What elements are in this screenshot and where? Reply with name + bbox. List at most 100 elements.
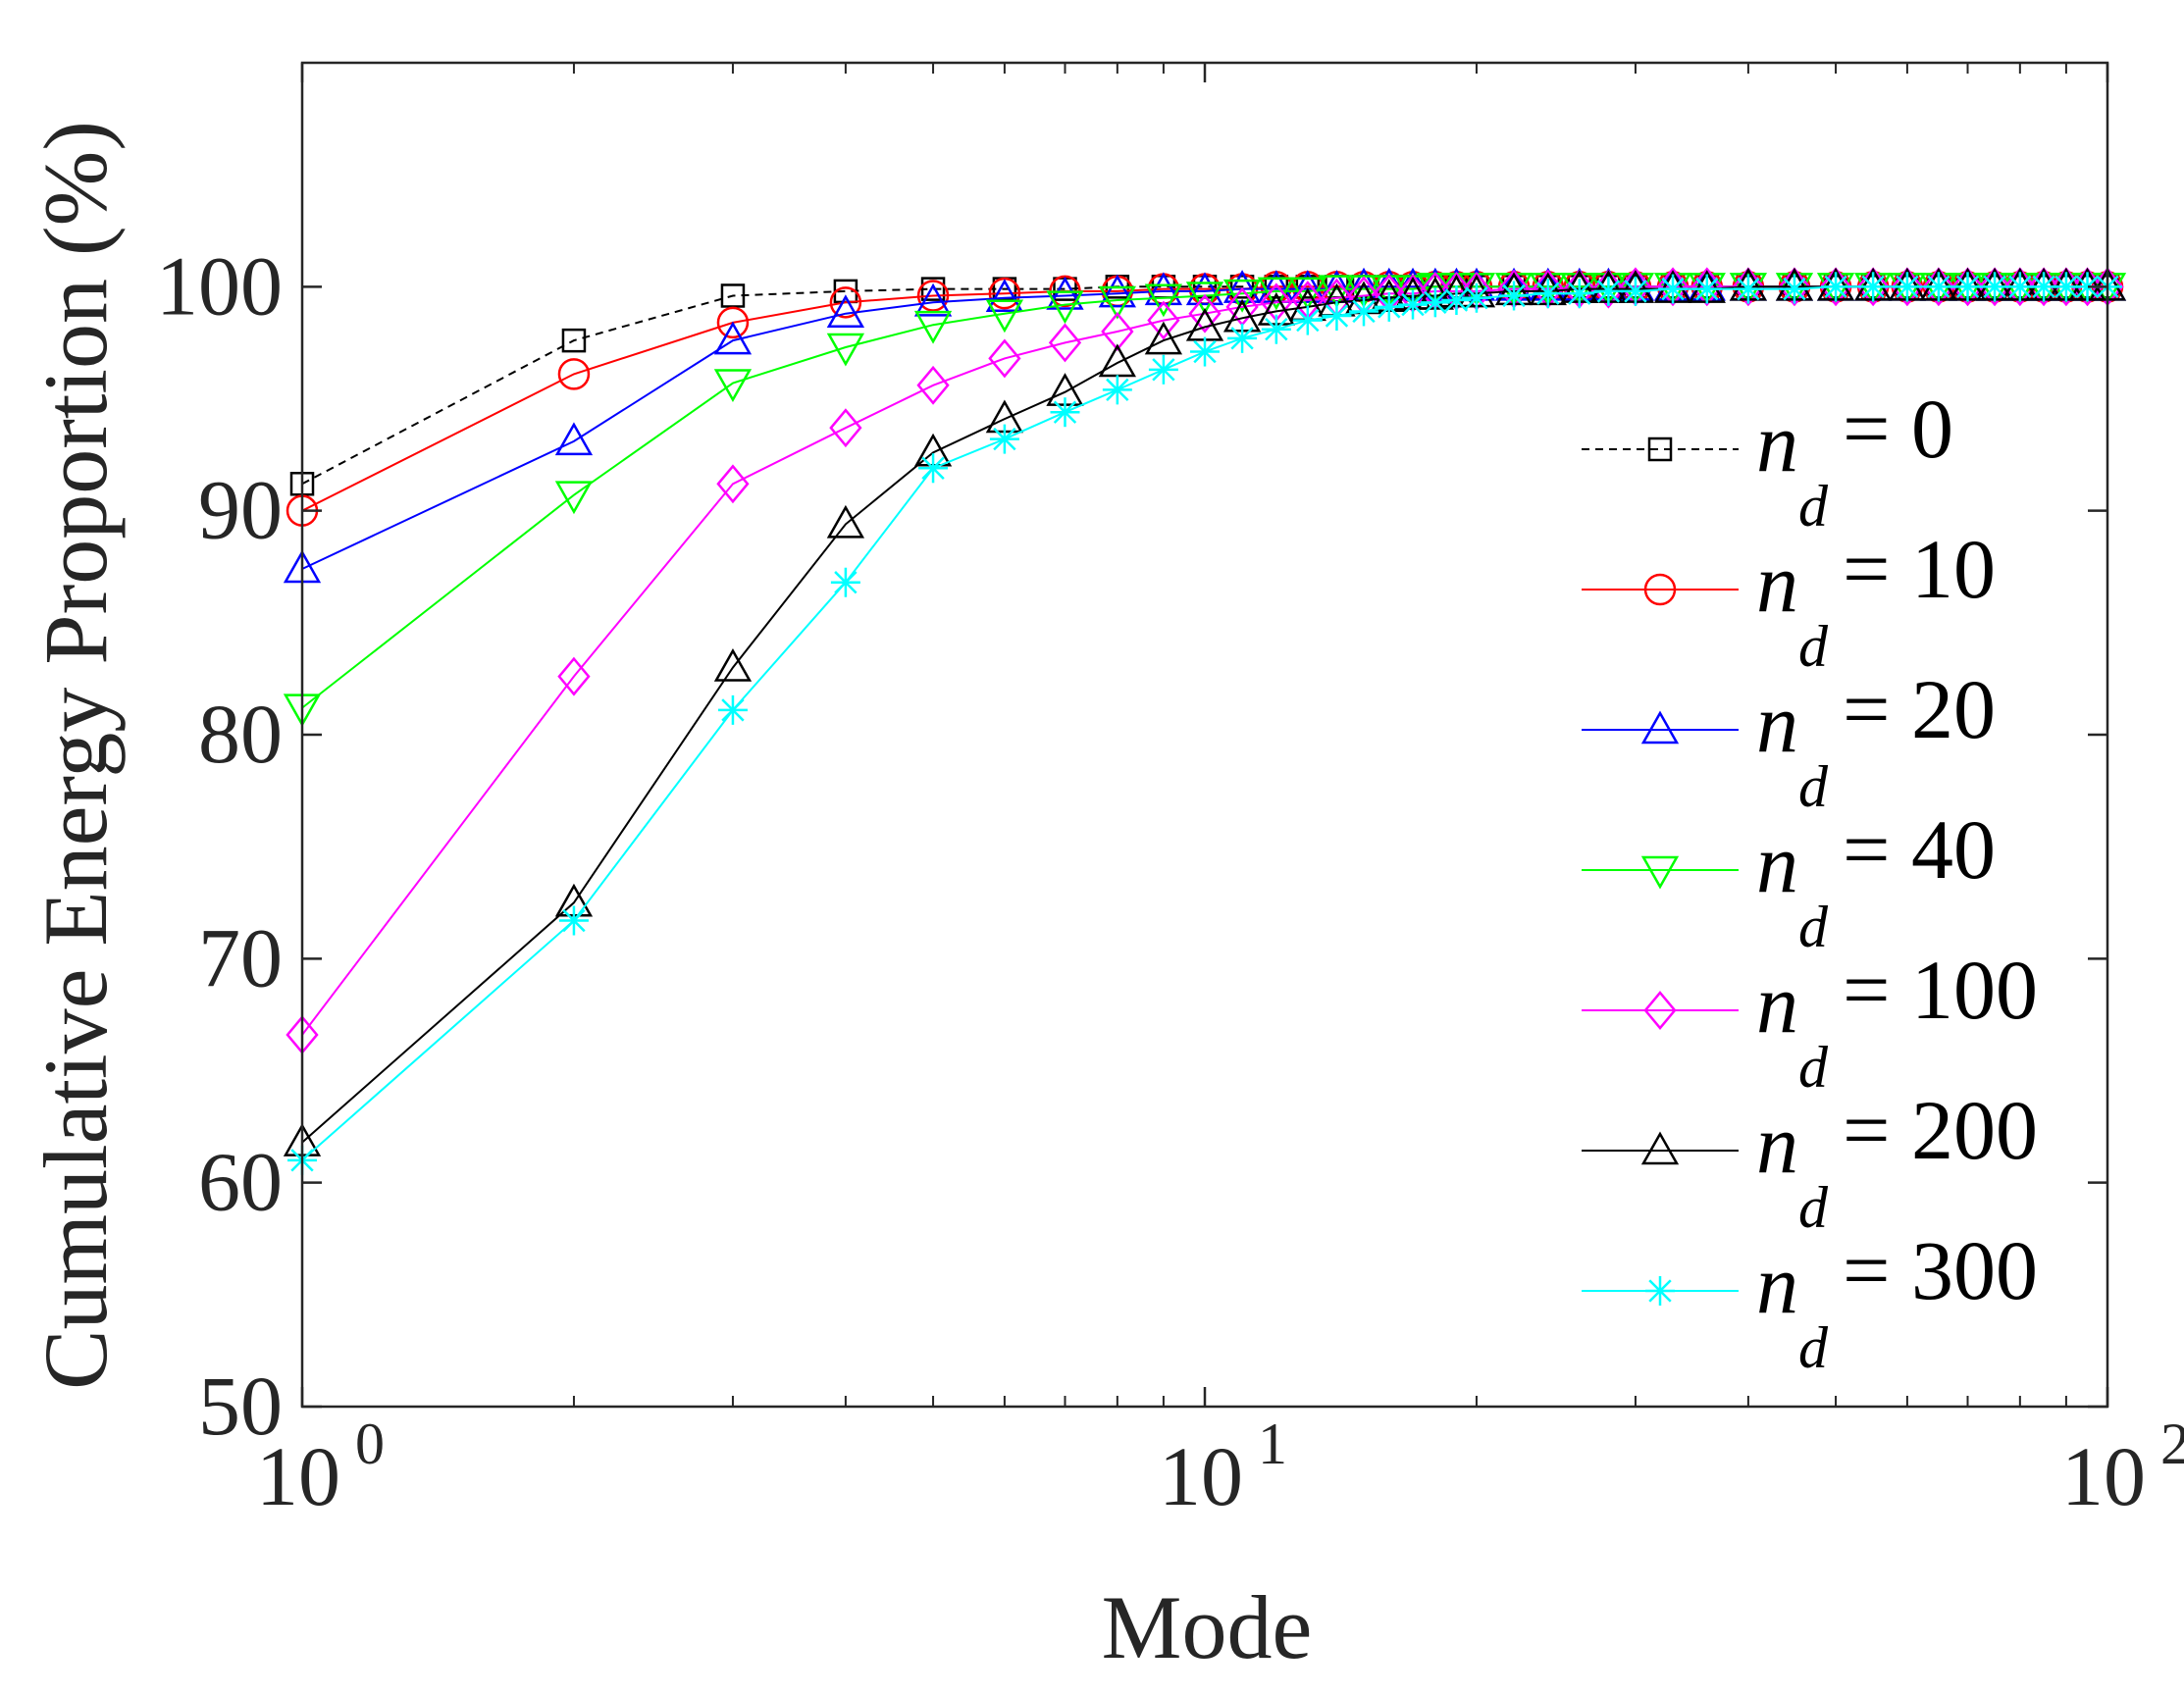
data-point xyxy=(1292,305,1323,335)
x-tick-label: 10 xyxy=(256,1429,340,1523)
data-point xyxy=(1349,296,1379,327)
legend-symbol: n xyxy=(1756,1097,1798,1191)
legend-subscript: d xyxy=(1798,754,1829,819)
data-point xyxy=(1856,267,1890,307)
data-point xyxy=(2027,267,2060,307)
data-point xyxy=(1190,336,1220,367)
data-point xyxy=(1144,283,1183,318)
data-point xyxy=(713,369,753,403)
legend-value: = 10 xyxy=(1843,522,1996,616)
data-point xyxy=(1398,289,1429,320)
data-point xyxy=(1046,290,1084,325)
legend-marker xyxy=(1640,1131,1680,1165)
data-point xyxy=(1188,293,1222,334)
data-point xyxy=(713,321,753,355)
x-axis-label: Mode xyxy=(1102,1577,1313,1677)
data-point xyxy=(1144,321,1183,355)
data-point xyxy=(1733,274,1763,304)
data-point xyxy=(1288,270,1326,303)
legend-symbol: n xyxy=(1756,395,1798,489)
data-point xyxy=(830,567,860,597)
y-tick-label: 100 xyxy=(156,238,283,333)
legend-symbol: n xyxy=(1756,816,1798,910)
y-tick-label: 60 xyxy=(198,1135,283,1229)
x-tick-label: 10 xyxy=(2061,1429,2146,1523)
data-point xyxy=(1922,267,1955,307)
data-point xyxy=(1819,267,1852,307)
data-point xyxy=(1374,291,1404,322)
data-point xyxy=(561,328,587,353)
data-point xyxy=(1950,267,1985,307)
legend-value: = 20 xyxy=(1843,662,1996,756)
data-point xyxy=(1185,282,1224,316)
legend-subscript: d xyxy=(1798,1175,1829,1240)
data-point xyxy=(717,694,748,725)
legend-value: = 40 xyxy=(1843,802,1996,897)
data-point xyxy=(988,338,1021,379)
data-point xyxy=(916,280,950,312)
legend-value: = 300 xyxy=(1843,1223,2038,1317)
data-point xyxy=(1858,272,1889,302)
data-point xyxy=(1420,287,1450,318)
data-point xyxy=(1050,397,1080,428)
legend-symbol: n xyxy=(1756,536,1798,630)
legend-value: = 0 xyxy=(1843,382,1953,476)
legend-symbol: n xyxy=(1756,676,1798,770)
data-point xyxy=(716,306,750,339)
x-tick-exponent: 0 xyxy=(355,1412,385,1476)
data-point xyxy=(2029,272,2059,302)
legend-item-6: nd= 300 xyxy=(1582,1223,2038,1380)
data-point xyxy=(1593,276,1624,306)
legend-item-1: nd= 10 xyxy=(1582,522,1996,679)
data-point xyxy=(1046,276,1084,310)
legend-subscript: d xyxy=(1798,1315,1829,1380)
legend-marker xyxy=(1645,1276,1675,1306)
y-tick-label: 90 xyxy=(198,463,283,557)
legend-item-5: nd= 200 xyxy=(1582,1083,2038,1240)
data-point xyxy=(1322,301,1352,332)
data-point xyxy=(1691,274,1722,304)
data-point xyxy=(1980,272,2010,302)
data-point xyxy=(913,282,953,317)
data-point xyxy=(1533,279,1563,309)
plot-background xyxy=(302,63,2107,1407)
data-point xyxy=(557,358,591,390)
y-tick-label: 70 xyxy=(198,910,283,1004)
data-point xyxy=(913,310,953,344)
data-point xyxy=(829,286,862,319)
x-tick-label: 10 xyxy=(1159,1429,1243,1523)
data-point xyxy=(1952,272,1983,302)
data-point xyxy=(1620,276,1650,306)
data-point xyxy=(918,453,949,484)
data-point xyxy=(1185,272,1224,306)
data-point xyxy=(1148,354,1178,385)
legend-marker xyxy=(1647,437,1673,462)
data-point xyxy=(713,647,753,682)
data-point xyxy=(1227,323,1258,353)
data-point xyxy=(1821,272,1851,302)
data-point xyxy=(1229,275,1255,299)
data-point xyxy=(1441,285,1472,316)
data-point xyxy=(985,279,1024,312)
data-point xyxy=(1261,314,1291,344)
data-point xyxy=(826,333,865,367)
data-point xyxy=(829,408,862,448)
x-tick-exponent: 2 xyxy=(2160,1412,2184,1476)
data-point xyxy=(1978,267,2011,307)
data-point xyxy=(1499,281,1530,311)
data-point xyxy=(1147,300,1180,340)
data-point xyxy=(1461,282,1491,313)
data-point xyxy=(2003,267,2037,307)
data-point xyxy=(1048,323,1082,363)
y-tick-label: 80 xyxy=(198,687,283,781)
data-point xyxy=(1098,274,1136,308)
data-point xyxy=(1891,267,1924,307)
y-tick-label: 50 xyxy=(198,1359,283,1453)
legend-marker xyxy=(1643,573,1677,606)
data-point xyxy=(720,283,746,308)
data-point xyxy=(916,365,950,405)
data-point xyxy=(554,422,594,456)
legend-subscript: d xyxy=(1798,1035,1829,1100)
